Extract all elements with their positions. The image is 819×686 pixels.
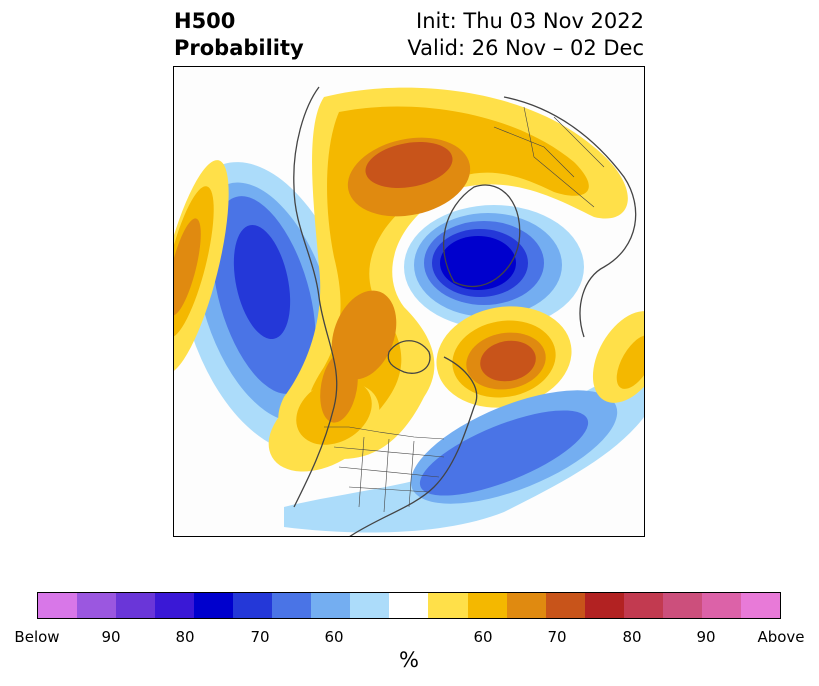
contour-orange bbox=[174, 218, 201, 316]
colorbar-swatch bbox=[350, 593, 390, 618]
contour-gold bbox=[616, 335, 644, 389]
eurasia-coast bbox=[503, 96, 637, 338]
eurasia-borders bbox=[493, 106, 605, 208]
colorbar-swatch bbox=[155, 593, 195, 618]
variable-title: H500 bbox=[174, 9, 236, 33]
siberia-ridge-anomaly bbox=[592, 311, 644, 403]
north-america-coast bbox=[293, 86, 338, 508]
contour-rust bbox=[480, 340, 536, 382]
contour-rust-north bbox=[365, 142, 453, 188]
colorbar-tick-label: 90 bbox=[696, 628, 716, 646]
colorbar-swatch bbox=[740, 593, 780, 618]
colorbar-swatch bbox=[506, 593, 546, 618]
valid-period: Valid: 26 Nov – 02 Dec bbox=[407, 36, 644, 60]
colorbar-tick-label: 70 bbox=[547, 628, 567, 646]
atlantic-ridge-anomaly bbox=[436, 306, 572, 408]
colorbar-label: % bbox=[399, 648, 419, 672]
colorbar-tick-label: 60 bbox=[473, 628, 493, 646]
north-america-east-coast bbox=[349, 356, 478, 536]
colorbar-swatch bbox=[233, 593, 273, 618]
colorbar-tick-label: Below bbox=[14, 628, 60, 646]
colorbar-swatch bbox=[77, 593, 117, 618]
political-borders bbox=[324, 106, 605, 513]
coastlines bbox=[293, 86, 637, 536]
arctic-low-anomaly bbox=[404, 205, 584, 329]
colorbar-swatch bbox=[389, 593, 429, 618]
product-title: Probability bbox=[174, 36, 304, 60]
colorbar bbox=[37, 592, 781, 619]
contour-orange bbox=[320, 351, 358, 423]
title-right: Init: Thu 03 Nov 2022 Valid: 26 Nov – 02… bbox=[407, 8, 644, 62]
colorbar-swatch bbox=[272, 593, 312, 618]
colorbar-tick-label: 80 bbox=[175, 628, 195, 646]
colorbar-tick-label: 90 bbox=[101, 628, 121, 646]
colorbar-swatch bbox=[701, 593, 741, 618]
colorbar-tick-label: 60 bbox=[324, 628, 344, 646]
contour-blue-strong bbox=[233, 225, 291, 339]
colorbar-swatch bbox=[428, 593, 468, 618]
contour-blue-deep bbox=[440, 236, 516, 290]
colorbar-tick-label: 70 bbox=[250, 628, 270, 646]
contour-blue-med bbox=[419, 410, 589, 496]
colorbar-swatch bbox=[116, 593, 156, 618]
colorbar-swatch bbox=[467, 593, 507, 618]
greenland-coast bbox=[442, 184, 521, 288]
colorbar-swatch bbox=[311, 593, 351, 618]
colorbar-swatch bbox=[38, 593, 78, 618]
northern-ridge-anomaly bbox=[278, 87, 628, 459]
colorbar-swatch bbox=[194, 593, 234, 618]
init-time: Init: Thu 03 Nov 2022 bbox=[416, 9, 644, 33]
map-panel bbox=[173, 66, 645, 537]
us-canada-border bbox=[324, 426, 445, 440]
title-left: H500 Probability bbox=[174, 8, 304, 62]
hudson-bay-coast bbox=[387, 340, 431, 374]
colorbar-swatch bbox=[584, 593, 624, 618]
colorbar-tick-label: Above bbox=[757, 628, 805, 646]
far-west-ridge-anomaly bbox=[174, 160, 229, 374]
colorbar-tick-label: 80 bbox=[622, 628, 642, 646]
probability-map bbox=[174, 86, 644, 536]
colorbar-swatch bbox=[623, 593, 663, 618]
eastern-trough-anomaly bbox=[284, 377, 644, 533]
colorbar-swatch bbox=[662, 593, 702, 618]
us-state-grid bbox=[333, 436, 445, 513]
colorbar-swatch bbox=[545, 593, 585, 618]
